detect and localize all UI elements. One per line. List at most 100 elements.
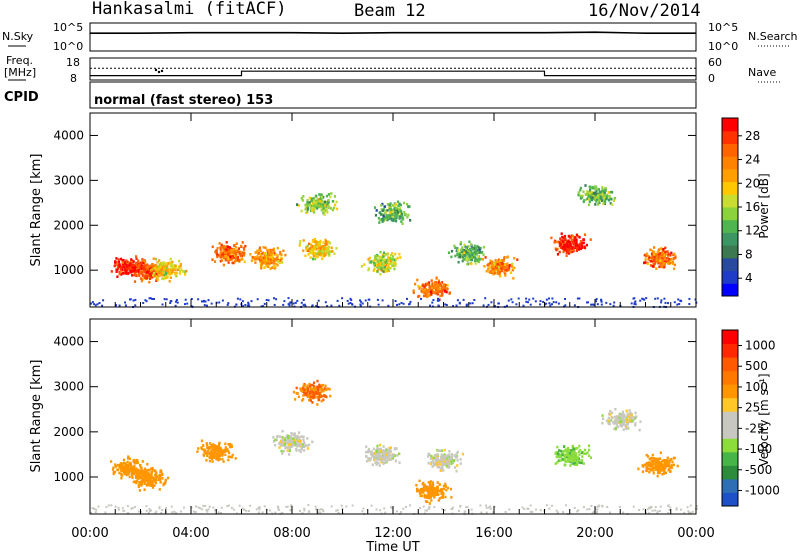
velocity-cell (123, 509, 126, 512)
power-cell (658, 253, 661, 256)
power-cell (381, 213, 384, 216)
velocity-cell (419, 507, 422, 509)
power-cell (380, 269, 383, 272)
power-cell (327, 254, 330, 257)
velocity-cell (159, 481, 162, 484)
velocity-cell (326, 387, 329, 390)
velocity-colorbar-label: Velocity [m s⁻¹] (757, 373, 771, 466)
power-cell (137, 268, 140, 272)
velocity-cell (379, 449, 383, 453)
power-cell (645, 252, 648, 256)
velocity-cell (307, 504, 310, 507)
power-cell (313, 245, 316, 248)
power-cell (452, 305, 454, 308)
power-cell (378, 218, 382, 222)
power-cell (311, 304, 314, 307)
power-cell (164, 276, 167, 280)
power-cell (648, 256, 651, 260)
velocity-cell (316, 395, 319, 398)
velocity-colorbar-swatch (722, 492, 738, 507)
power-cell (235, 254, 238, 258)
velocity-cell (594, 507, 597, 510)
power-cell (311, 204, 314, 208)
power-cell (215, 250, 218, 254)
velocity-cell (582, 462, 585, 465)
power-cell (288, 302, 291, 305)
velocity-cell (647, 464, 650, 467)
power-cell (148, 297, 151, 300)
velocity-cell (151, 468, 154, 472)
velocity-cell (157, 474, 160, 478)
power-cell (674, 255, 677, 258)
power-cell (555, 248, 558, 252)
power-cell (406, 216, 409, 219)
power-cell (649, 248, 652, 252)
velocity-cell (135, 469, 138, 473)
power-cell (279, 250, 282, 254)
power-cell (654, 297, 657, 300)
velocity-cell (450, 454, 453, 457)
power-cell (134, 266, 137, 270)
power-cell (259, 249, 262, 252)
velocity-cell (310, 393, 313, 396)
velocity-cell (615, 418, 618, 421)
velocity-cell (683, 512, 686, 515)
power-cell (310, 246, 313, 250)
power-cell (506, 255, 510, 259)
power-cell (580, 196, 584, 199)
velocity-cell (435, 461, 438, 464)
velocity-cell (459, 462, 462, 465)
velocity-cell (210, 449, 213, 453)
velocity-cell (653, 457, 656, 460)
power-cell (223, 251, 226, 255)
velocity-cell (137, 510, 140, 513)
power-cell (382, 255, 385, 258)
power-cell (307, 249, 310, 252)
power-cell (260, 266, 263, 270)
power-cell (130, 269, 134, 273)
power-cell (315, 240, 318, 244)
power-cell (233, 244, 236, 247)
velocity-cell (646, 462, 650, 466)
velocity-cell (194, 511, 197, 514)
power-cell (110, 270, 113, 273)
velocity-cell (317, 388, 320, 391)
velocity-colorbar-tick-label: -500 (745, 463, 772, 477)
velocity-cell (551, 504, 554, 507)
power-cell (385, 214, 388, 217)
velocity-cell (317, 398, 321, 401)
power-cell (478, 257, 481, 261)
velocity-cell (378, 464, 381, 467)
power-cell (673, 301, 676, 304)
velocity-cell (229, 443, 232, 446)
velocity-cell (379, 443, 382, 447)
power-cell (308, 249, 311, 252)
velocity-data (90, 379, 698, 516)
velocity-cell (687, 511, 690, 514)
velocity-cell (305, 391, 309, 395)
velocity-cell (97, 505, 100, 508)
velocity-cell (429, 462, 433, 466)
power-cell (577, 235, 580, 238)
velocity-cell (131, 507, 134, 510)
power-cell (489, 262, 492, 265)
power-cell (470, 243, 473, 246)
velocity-cell (389, 453, 392, 457)
velocity-cell (288, 449, 291, 453)
velocity-cell (554, 462, 557, 465)
power-cell (676, 303, 679, 306)
power-cell (601, 194, 605, 197)
noise-panel: N.Sky N.Search 10^5 10^0 10^5 10^0 (2, 21, 798, 53)
power-cell (477, 255, 480, 259)
velocity-cell (116, 468, 120, 472)
power-cell (236, 297, 239, 300)
power-cell (148, 274, 151, 277)
velocity-cell (137, 471, 140, 474)
power-cell (593, 196, 596, 199)
velocity-cell (548, 507, 551, 510)
beam-title: Beam 12 (354, 1, 426, 21)
power-cell (612, 304, 615, 307)
power-colorbar-swatch (722, 168, 738, 183)
velocity-cell (450, 462, 453, 466)
